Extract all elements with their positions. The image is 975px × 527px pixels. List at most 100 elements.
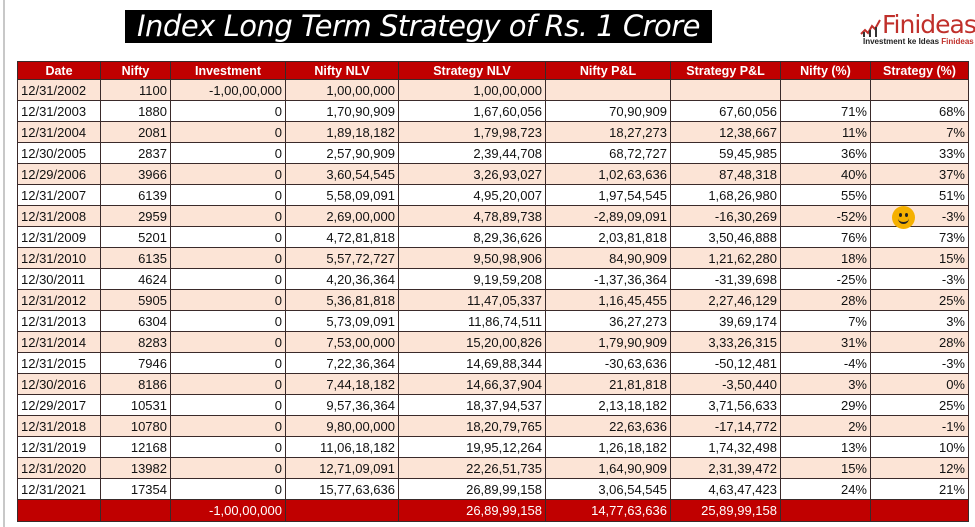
table-cell: 28% <box>780 289 871 311</box>
table-cell: -52% <box>780 205 871 227</box>
table-row: 12/31/2013 6304 0 5,73,09,091 11,86,74,511 36… <box>17 310 969 332</box>
table-cell: 9,19,59,208 <box>398 268 546 290</box>
table-cell: 0 <box>170 373 286 395</box>
table-cell: 12/31/2010 <box>17 247 101 269</box>
smiley-icon <box>892 206 915 229</box>
column-header: Date <box>17 61 101 80</box>
table-cell: 12/30/2005 <box>17 142 101 164</box>
table-cell: 51% <box>870 184 969 206</box>
table-cell: 26,89,99,158 <box>398 478 546 500</box>
table-cell: 10% <box>870 436 969 458</box>
table-cell: 1,26,18,182 <box>545 436 671 458</box>
table-cell: 84,90,909 <box>545 247 671 269</box>
table-cell: 12/31/2007 <box>17 184 101 206</box>
finideas-logo: Finideas Investment ke Ideas Finideas <box>860 10 975 50</box>
table-cell: -2,89,09,091 <box>545 205 671 227</box>
table-cell: 4,72,81,818 <box>285 226 399 248</box>
table-row: 12/30/2005 2837 0 2,57,90,909 2,39,44,708 68,… <box>17 142 969 164</box>
column-header: Strategy P&L <box>670 61 781 80</box>
column-header: Strategy NLV <box>398 61 546 80</box>
table-cell: 59,45,985 <box>670 142 781 164</box>
tagline-accent: Finideas <box>941 37 974 46</box>
table-cell: 7946 <box>100 352 171 374</box>
table-cell: 7,53,00,000 <box>285 331 399 353</box>
table-cell: 68,72,727 <box>545 142 671 164</box>
table-cell: 36% <box>780 142 871 164</box>
table-cell: 12/30/2011 <box>17 268 101 290</box>
table-cell: 8186 <box>100 373 171 395</box>
table-cell: 73% <box>870 226 969 248</box>
table-cell: 4,78,89,738 <box>398 205 546 227</box>
table-cell: 0 <box>170 352 286 374</box>
table-row: 12/31/2004 2081 0 1,89,18,182 1,79,98,723 18,… <box>17 121 969 143</box>
table-cell: 3% <box>780 373 871 395</box>
table-cell: 12/31/2014 <box>17 331 101 353</box>
table-cell <box>545 79 671 101</box>
table-cell: 1,89,18,182 <box>285 121 399 143</box>
table-cell: 2,31,39,472 <box>670 457 781 479</box>
table-row: 12/31/2020 13982 0 12,71,09,091 22,26,51,735… <box>17 457 969 479</box>
table-cell: 8283 <box>100 331 171 353</box>
table-cell: 1,97,54,545 <box>545 184 671 206</box>
table-cell: 3,33,26,315 <box>670 331 781 353</box>
total-cell <box>780 499 871 522</box>
column-header: Strategy (%) <box>870 61 969 80</box>
table-cell: 12/31/2013 <box>17 310 101 332</box>
table-cell: 21% <box>870 478 969 500</box>
table-cell: 0% <box>870 373 969 395</box>
table-cell: 1,21,62,280 <box>670 247 781 269</box>
table-cell: -17,14,772 <box>670 415 781 437</box>
table-cell: 3966 <box>100 163 171 185</box>
table-cell: -16,30,269 <box>670 205 781 227</box>
table-cell: 1880 <box>100 100 171 122</box>
table-cell: 2,57,90,909 <box>285 142 399 164</box>
table-cell: 15% <box>780 457 871 479</box>
table-cell: 1,74,32,498 <box>670 436 781 458</box>
table-cell: 6135 <box>100 247 171 269</box>
table-cell: 67,60,056 <box>670 100 781 122</box>
total-cell: 14,77,63,636 <box>545 499 671 522</box>
table-cell: 24% <box>780 478 871 500</box>
table-cell: 87,48,318 <box>670 163 781 185</box>
table-cell: 7,22,36,364 <box>285 352 399 374</box>
table-cell: 9,57,36,364 <box>285 394 399 416</box>
table-cell: 11,06,18,182 <box>285 436 399 458</box>
table-row: 12/30/2016 8186 0 7,44,18,182 14,66,37,904 21… <box>17 373 969 395</box>
table-cell: 5201 <box>100 226 171 248</box>
total-cell <box>870 499 969 522</box>
table-cell: 0 <box>170 478 286 500</box>
table-row: 12/31/2007 6139 0 5,58,09,091 4,95,20,007 1,9… <box>17 184 969 206</box>
table-cell: 15,77,63,636 <box>285 478 399 500</box>
table-cell: -30,63,636 <box>545 352 671 374</box>
tagline-prefix: Investment ke Ideas <box>863 37 942 46</box>
table-cell: 0 <box>170 394 286 416</box>
table-cell: 71% <box>780 100 871 122</box>
table-row: 12/31/2008 2959 0 2,69,00,000 4,78,89,738 -2,… <box>17 205 969 227</box>
table-cell: -1,00,00,000 <box>170 79 286 101</box>
table-cell: 0 <box>170 226 286 248</box>
table-cell: 39,69,174 <box>670 310 781 332</box>
table-cell: 2% <box>780 415 871 437</box>
table-cell: 1,64,90,909 <box>545 457 671 479</box>
table-cell: 14,69,88,344 <box>398 352 546 374</box>
table-cell: 12/31/2015 <box>17 352 101 374</box>
table-cell: 4,20,36,364 <box>285 268 399 290</box>
table-cell: 12,38,667 <box>670 121 781 143</box>
column-header: Nifty <box>100 61 171 80</box>
page-title-end: Crore <box>622 9 701 43</box>
table-cell: 2,03,81,818 <box>545 226 671 248</box>
table-cell: 14,66,37,904 <box>398 373 546 395</box>
table-cell: 11% <box>780 121 871 143</box>
table-header-row: Date Nifty Investment Nifty NLV Strategy NLV… <box>17 61 969 80</box>
table-cell: 55% <box>780 184 871 206</box>
table-cell: 9,80,00,000 <box>285 415 399 437</box>
table-row: 12/31/2003 1880 0 1,70,90,909 1,67,60,056 70,… <box>17 100 969 122</box>
logo-brand: Finideas <box>882 10 975 39</box>
table-cell: 3,71,56,633 <box>670 394 781 416</box>
table-cell: 4,95,20,007 <box>398 184 546 206</box>
table-cell <box>780 79 871 101</box>
table-cell: -3% <box>870 352 969 374</box>
total-cell <box>100 499 171 522</box>
column-header: Investment <box>170 61 286 80</box>
table-cell: 5,57,72,727 <box>285 247 399 269</box>
